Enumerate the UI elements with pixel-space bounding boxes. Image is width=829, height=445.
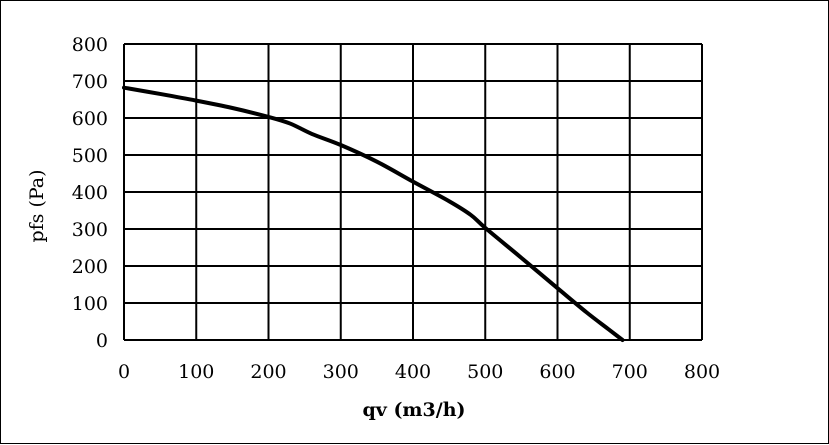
series-line <box>122 85 625 342</box>
grid-lines <box>123 43 703 341</box>
x-tick-label: 100 <box>178 361 214 383</box>
y-tick-label: 0 <box>96 330 108 352</box>
x-tick-label: 500 <box>467 361 503 383</box>
tick-labels: 0 100 200 300 400 500 600 700 800 0 100 200 300 400 50… <box>72 34 720 383</box>
x-tick-label: 600 <box>539 361 575 383</box>
y-tick-label: 100 <box>72 293 108 315</box>
y-tick-label: 800 <box>72 34 108 56</box>
x-tick-label: 0 <box>118 361 130 383</box>
y-tick-label: 400 <box>72 182 108 204</box>
y-axis-label: pfs (Pa) <box>26 169 48 242</box>
y-tick-label: 200 <box>72 256 108 278</box>
x-tick-label: 800 <box>684 361 720 383</box>
x-tick-label: 200 <box>250 361 286 383</box>
x-axis-label: qv (m3/h) <box>363 399 466 421</box>
y-tick-label: 500 <box>72 145 108 167</box>
x-tick-label: 700 <box>612 361 648 383</box>
y-tick-label: 600 <box>72 108 108 130</box>
x-tick-label: 400 <box>395 361 431 383</box>
series-layer <box>122 85 625 342</box>
y-tick-label: 300 <box>72 219 108 241</box>
y-tick-label: 700 <box>72 71 108 93</box>
x-tick-label: 300 <box>323 361 359 383</box>
